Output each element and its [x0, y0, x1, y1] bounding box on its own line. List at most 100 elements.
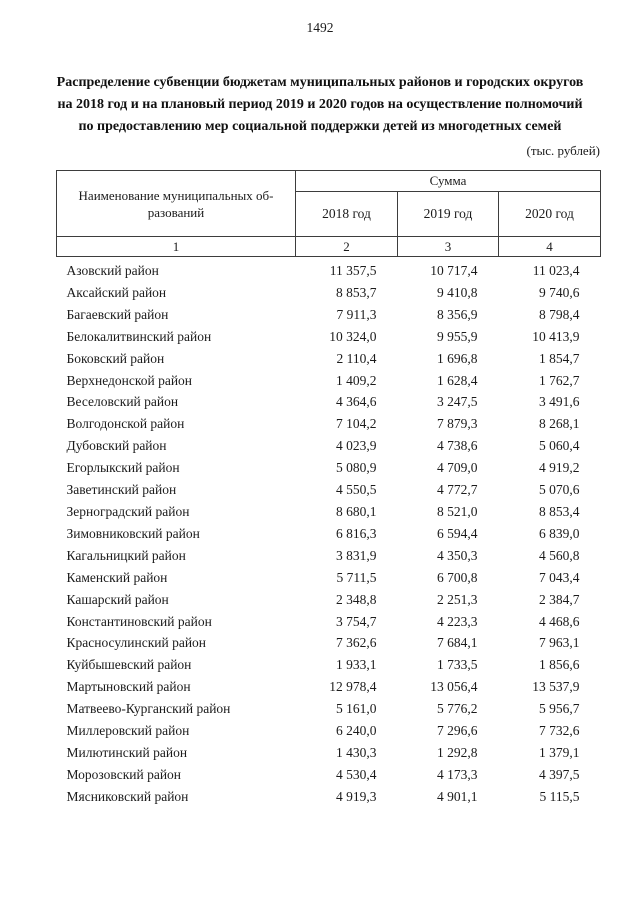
amount-2019: 4 901,1	[437, 788, 478, 804]
column-number-2: 2	[295, 236, 398, 257]
table-row: Белокалитвинский район 10 324,0 9 955,9 …	[57, 326, 601, 348]
table-row: Миллеровский район 6 240,0 7 296,6 7 732…	[57, 720, 601, 742]
amount-2019: 8 521,0	[437, 503, 478, 519]
amount-2020: 1 854,7	[539, 350, 580, 366]
amount-2018: 3 754,7	[336, 613, 377, 629]
district-name: Милютинский район	[66, 744, 188, 760]
table-body: Азовский район 11 357,5 10 717,4 11 023,…	[57, 257, 601, 808]
amount-2018: 4 364,6	[336, 394, 377, 410]
district-name: Мартыновский район	[66, 679, 191, 695]
amount-2019: 5 776,2	[437, 701, 478, 717]
table-row: Азовский район 11 357,5 10 717,4 11 023,…	[57, 257, 601, 282]
amount-2018: 12 978,4	[329, 679, 377, 695]
district-name: Кагальницкий район	[66, 547, 186, 563]
table-row: Морозовский район 4 530,4 4 173,3 4 397,…	[57, 764, 601, 786]
district-name: Мясниковский район	[66, 788, 189, 804]
amount-2019: 10 717,4	[430, 263, 478, 278]
district-name: Куйбышевский район	[66, 657, 192, 673]
amount-2018: 6 816,3	[336, 525, 377, 541]
amount-2020: 8 268,1	[539, 416, 580, 432]
amount-2019: 8 356,9	[437, 306, 478, 322]
amount-2018: 1 409,2	[336, 372, 377, 388]
amount-2020: 7 963,1	[539, 635, 580, 651]
amount-2019: 13 056,4	[430, 679, 478, 695]
amount-2019: 1 628,4	[437, 372, 478, 388]
table-row: Константиновский район 3 754,7 4 223,3 4…	[57, 611, 601, 633]
table-row: Мартыновский район 12 978,4 13 056,4 13 …	[57, 676, 601, 698]
district-name: Матвеево-Курганский район	[66, 701, 231, 717]
amount-2020: 9 740,6	[539, 284, 580, 300]
amount-2019: 6 700,8	[437, 569, 478, 585]
amount-2018: 11 357,5	[329, 263, 377, 278]
column-number-3: 3	[397, 236, 499, 257]
amount-2019: 9 410,8	[437, 284, 478, 300]
table-row: Кагальницкий район 3 831,9 4 350,3 4 560…	[57, 545, 601, 567]
amount-2018: 5 080,9	[336, 460, 377, 476]
amount-2020: 5 115,5	[539, 788, 580, 804]
table-row: Мясниковский район 4 919,3 4 901,1 5 115…	[57, 786, 601, 808]
table-row: Милютинский район 1 430,3 1 292,8 1 379,…	[57, 742, 601, 764]
district-name: Красносулинский район	[66, 635, 207, 651]
column-header-2018: 2018 год	[295, 191, 398, 237]
amount-2020: 3 491,6	[539, 394, 580, 410]
amount-2020: 1 762,7	[539, 372, 580, 388]
table-row: Кашарский район 2 348,8 2 251,3 2 384,7	[57, 589, 601, 611]
column-header-sum: Сумма	[294, 170, 602, 192]
district-name: Багаевский район	[66, 306, 169, 322]
page-number: 1492	[306, 20, 334, 35]
amount-2018: 7 104,2	[336, 416, 377, 432]
district-name: Дубовский район	[66, 438, 167, 454]
amount-2019: 1 733,5	[437, 657, 478, 673]
district-name: Белокалитвинский район	[66, 328, 212, 344]
amount-2020: 7 732,6	[539, 723, 580, 739]
table-row: Егорлыкский район 5 080,9 4 709,0 4 919,…	[57, 457, 601, 479]
amount-2020: 6 839,0	[539, 525, 580, 541]
table-row: Зерноградский район 8 680,1 8 521,0 8 85…	[57, 501, 601, 523]
amount-2019: 6 594,4	[437, 525, 478, 541]
amount-2020: 5 956,7	[539, 701, 580, 717]
table-header-group-row: Наименование муниципальных об- разований…	[56, 170, 602, 237]
amount-2018: 2 348,8	[336, 591, 377, 607]
amount-2018: 8 680,1	[336, 503, 377, 519]
table-row: Веселовский район 4 364,6 3 247,5 3 491,…	[57, 391, 601, 413]
table-row: Багаевский район 7 911,3 8 356,9 8 798,4	[57, 304, 601, 326]
units-note: (тыс. рублей)	[526, 143, 600, 158]
amount-2018: 2 110,4	[336, 350, 377, 366]
district-name: Боковский район	[66, 350, 165, 366]
column-header-municipality: Наименование муниципальных об- разований	[56, 170, 296, 237]
amount-2018: 4 550,5	[336, 482, 377, 498]
amount-2019: 3 247,5	[437, 394, 478, 410]
document-title: Распределение субвенции бюджетам муницип…	[56, 75, 584, 134]
amount-2020: 4 919,2	[539, 460, 580, 476]
district-name: Заветинский район	[66, 482, 177, 498]
amount-2020: 7 043,4	[539, 569, 580, 585]
amount-2018: 6 240,0	[336, 723, 377, 739]
district-name: Зимовниковский район	[66, 525, 200, 541]
table-row: Боковский район 2 110,4 1 696,8 1 854,7	[57, 348, 601, 370]
amount-2020: 10 413,9	[532, 328, 580, 344]
amount-2020: 2 384,7	[539, 591, 580, 607]
amount-2019: 4 173,3	[437, 766, 478, 782]
district-name: Миллеровский район	[66, 723, 190, 739]
district-name: Верхнедонской район	[66, 372, 193, 388]
table-row: Верхнедонской район 1 409,2 1 628,4 1 76…	[57, 370, 601, 392]
table-row: Куйбышевский район 1 933,1 1 733,5 1 856…	[57, 654, 601, 676]
amount-2020: 5 060,4	[539, 438, 580, 454]
district-name: Азовский район	[66, 263, 159, 278]
amount-2019: 1 696,8	[437, 350, 478, 366]
amount-2019: 4 772,7	[437, 482, 478, 498]
amount-2020: 1 379,1	[539, 744, 580, 760]
amount-2018: 10 324,0	[329, 328, 377, 344]
column-number-1: 1	[56, 236, 296, 257]
amount-2018: 3 831,9	[336, 547, 377, 563]
district-name: Волгодонской район	[66, 416, 185, 432]
amount-2018: 1 933,1	[336, 657, 377, 673]
table-row: Дубовский район 4 023,9 4 738,6 5 060,4	[57, 435, 601, 457]
amount-2019: 1 292,8	[437, 744, 478, 760]
district-name: Константиновский район	[66, 613, 212, 629]
amount-2019: 7 296,6	[437, 723, 478, 739]
district-name: Морозовский район	[66, 766, 182, 782]
amount-2020: 11 023,4	[532, 263, 580, 278]
table-header-number-row: 1 2 3 4	[56, 236, 602, 257]
district-name: Каменский район	[66, 569, 168, 585]
